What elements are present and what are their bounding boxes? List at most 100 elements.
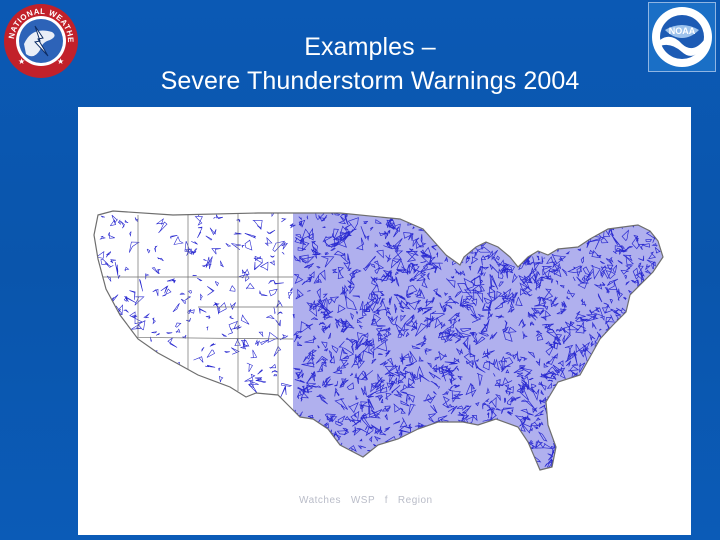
warning-polygon xyxy=(575,226,582,237)
warning-polygon xyxy=(221,333,227,337)
warning-polygon xyxy=(132,457,135,461)
warning-polygon xyxy=(322,226,326,229)
warning-polygon xyxy=(342,453,351,461)
warning-polygon xyxy=(578,410,592,420)
warning-polygon xyxy=(254,261,263,271)
warning-polygon xyxy=(147,430,155,438)
warning-polygon xyxy=(445,245,461,255)
warning-polygon xyxy=(655,468,661,470)
warning-polygon xyxy=(295,428,303,437)
warning-polygon xyxy=(552,226,561,232)
warning-polygon xyxy=(523,211,530,215)
warning-polygon xyxy=(563,332,571,343)
warning-polygon xyxy=(456,472,459,477)
warning-polygon xyxy=(99,375,106,381)
warning-polygon xyxy=(410,262,420,274)
warning-polygon xyxy=(295,334,303,340)
warning-polygon xyxy=(267,429,273,438)
warning-polygon xyxy=(625,424,630,431)
warning-polygon xyxy=(638,265,645,277)
warning-polygon xyxy=(532,407,538,414)
warning-polygon xyxy=(308,385,322,388)
warning-polygon xyxy=(489,274,499,290)
warning-polygon xyxy=(611,387,622,399)
warning-polygon xyxy=(493,358,501,371)
warning-polygon xyxy=(415,211,421,217)
warning-polygon xyxy=(259,459,266,462)
warning-polygon xyxy=(444,239,453,249)
warning-polygon xyxy=(257,225,262,230)
warning-polygon xyxy=(611,234,623,249)
warning-polygon xyxy=(461,234,466,239)
warning-polygon xyxy=(511,438,517,447)
warning-polygon xyxy=(544,458,553,468)
warning-polygon xyxy=(180,298,186,305)
warning-polygon xyxy=(670,225,672,238)
warning-polygon xyxy=(623,455,633,465)
warning-polygon xyxy=(328,415,334,423)
warning-polygon xyxy=(219,375,224,383)
warning-polygon xyxy=(184,248,193,255)
warning-polygon xyxy=(624,211,630,220)
warning-polygon xyxy=(551,356,556,359)
warning-polygon xyxy=(648,360,655,368)
warning-polygon xyxy=(355,340,360,347)
warning-polygon xyxy=(657,341,663,355)
warning-polygon xyxy=(614,245,624,252)
warning-polygon xyxy=(655,326,663,339)
warning-polygon xyxy=(459,240,467,249)
warning-polygon xyxy=(580,385,588,394)
warning-polygon xyxy=(318,215,326,222)
warning-polygon xyxy=(651,243,658,247)
warning-polygon xyxy=(654,432,659,437)
warning-polygon xyxy=(648,345,661,359)
warning-polygon xyxy=(312,439,325,445)
warning-polygon xyxy=(640,305,648,317)
warning-polygon xyxy=(396,293,407,301)
warning-polygon xyxy=(244,373,256,382)
warning-polygon xyxy=(331,268,338,274)
warning-polygon xyxy=(493,459,498,466)
warning-polygon xyxy=(227,327,233,335)
warning-polygon xyxy=(414,287,421,297)
warning-polygon xyxy=(334,380,339,387)
warning-polygon xyxy=(515,243,523,247)
warning-polygon xyxy=(656,424,663,434)
warning-polygon xyxy=(322,455,329,462)
warning-polygon xyxy=(140,444,146,450)
warning-polygon xyxy=(466,242,469,254)
warning-polygon xyxy=(241,434,247,439)
warning-polygon xyxy=(316,445,325,453)
warning-polygon xyxy=(594,456,607,462)
warning-polygon xyxy=(567,217,576,224)
warning-polygon xyxy=(277,415,284,422)
warning-polygon xyxy=(117,422,128,434)
warning-polygon xyxy=(400,266,411,274)
warning-polygon xyxy=(317,449,331,460)
warning-polygon xyxy=(306,276,312,281)
warning-polygon xyxy=(504,320,508,330)
warning-polygon xyxy=(525,224,534,231)
warning-polygon xyxy=(547,379,553,383)
warning-polygon xyxy=(618,374,628,383)
warning-polygon xyxy=(465,405,471,408)
warning-polygon xyxy=(362,263,372,272)
warning-polygon xyxy=(99,306,106,317)
warning-polygon xyxy=(543,305,549,311)
warning-polygon xyxy=(523,375,529,390)
warning-polygon xyxy=(607,347,616,358)
warning-polygon xyxy=(465,229,477,237)
warning-polygon xyxy=(154,443,160,452)
warning-polygon xyxy=(521,422,533,434)
warning-polygon xyxy=(616,458,624,470)
warning-polygon xyxy=(463,235,476,242)
warning-polygon xyxy=(325,457,336,466)
warning-polygon xyxy=(562,431,572,444)
warning-polygon xyxy=(487,412,490,419)
warning-polygon xyxy=(568,211,574,213)
warning-polygon xyxy=(580,318,589,322)
warning-polygon xyxy=(456,219,461,227)
warning-polygon xyxy=(601,381,611,389)
warning-polygon xyxy=(455,270,461,275)
warning-polygon xyxy=(206,447,209,455)
